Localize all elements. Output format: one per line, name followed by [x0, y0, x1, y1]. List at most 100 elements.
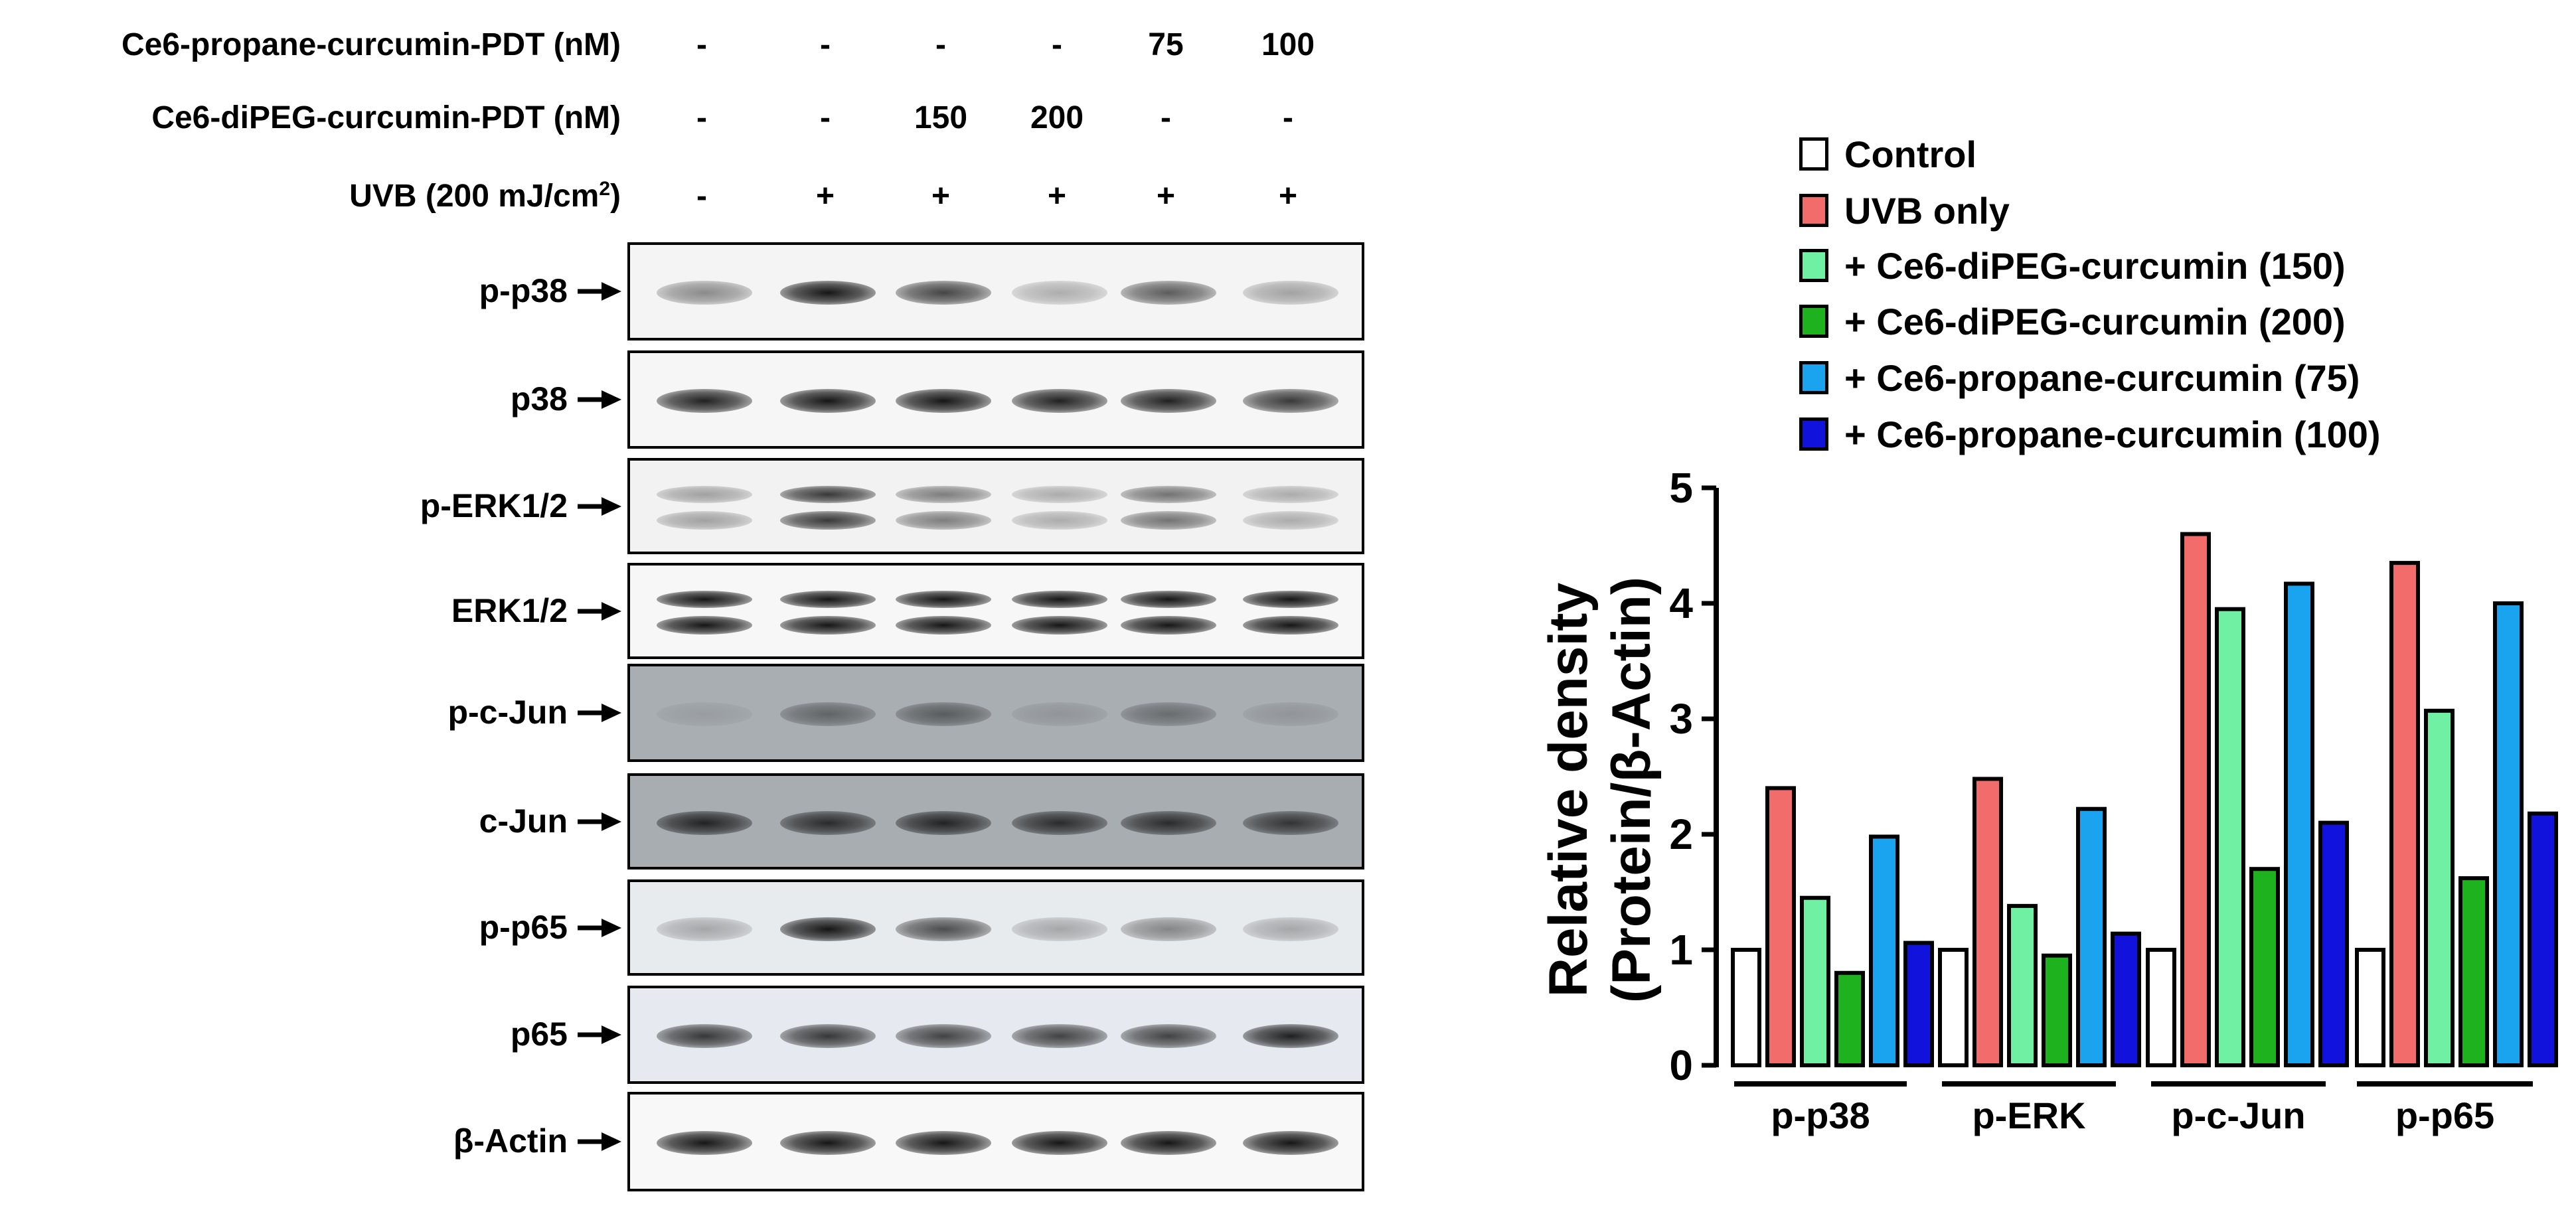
bar: [2355, 948, 2385, 1067]
blot-band: [896, 590, 991, 608]
condition-value: +: [815, 179, 835, 214]
condition-value: -: [1052, 27, 1062, 62]
blot-band: [1121, 389, 1216, 413]
x-category-label: p-p38: [1771, 1095, 1870, 1136]
blot-band: [780, 389, 876, 413]
condition-value: -: [696, 27, 707, 62]
legend-label: + Ce6-diPEG-curcumin (150): [1844, 244, 2346, 287]
blot-panel: [627, 242, 1364, 340]
blot-band: [657, 1131, 752, 1155]
blot-label: ERK1/2: [451, 591, 568, 629]
bar: [2007, 903, 2038, 1067]
legend-item: Control: [1799, 133, 1976, 175]
legend-swatch: [1799, 417, 1828, 451]
blot-band: [780, 810, 876, 835]
bar: [2076, 806, 2107, 1067]
x-category-label: p-p65: [2395, 1095, 2494, 1136]
blot-label: p-p65: [479, 908, 568, 946]
blot-band: [1012, 810, 1107, 835]
blot-band: [657, 485, 752, 503]
blot-band: [1243, 590, 1338, 608]
legend-swatch: [1799, 305, 1828, 338]
blot-label: c-Jun: [479, 802, 568, 840]
blot-band: [1243, 389, 1338, 413]
blot-band: [1121, 590, 1216, 608]
uvb-label-superscript: 2: [599, 178, 611, 200]
blot-band: [780, 1131, 876, 1155]
arrow-icon: [578, 918, 621, 937]
y-tick-label: 2: [1669, 810, 1693, 858]
legend-item: + Ce6-diPEG-curcumin (150): [1799, 244, 2346, 287]
blot-band: [896, 917, 991, 941]
bar: [2180, 532, 2211, 1067]
bar: [1800, 895, 1830, 1067]
condition-label-0: Ce6-propane-curcumin-PDT (nM): [121, 27, 621, 62]
blot-band: [1012, 1024, 1107, 1048]
bar: [2493, 601, 2524, 1067]
blot-band: [780, 1024, 876, 1048]
condition-value: +: [1278, 179, 1298, 214]
blot-label: p-c-Jun: [447, 694, 568, 731]
blot-band: [1121, 510, 1216, 530]
blot-band: [657, 389, 752, 413]
blot-panel: [627, 773, 1364, 869]
legend-swatch: [1799, 361, 1828, 394]
condition-value: +: [1156, 179, 1176, 214]
uvb-label-text: UVB (200 mJ/cm: [349, 179, 600, 214]
condition-value: -: [820, 27, 831, 62]
blot-label: p-p38: [479, 272, 568, 309]
bar: [1972, 777, 2003, 1067]
blot-band: [1121, 702, 1216, 726]
blot-band: [1243, 281, 1338, 305]
bar: [2111, 931, 2141, 1068]
blot-band: [896, 1131, 991, 1155]
condition-value: -: [1161, 100, 1171, 135]
legend-label: + Ce6-propane-curcumin (75): [1844, 356, 2360, 399]
bar: [2528, 811, 2558, 1068]
blot-band: [1121, 281, 1216, 305]
blot-band: [1012, 702, 1107, 726]
bar: [2042, 953, 2072, 1067]
blot-band: [657, 590, 752, 608]
arrow-icon: [578, 496, 621, 516]
blot-band: [1121, 1024, 1216, 1048]
blot-band: [1243, 1131, 1338, 1155]
bar: [2389, 561, 2420, 1067]
blot-band: [780, 485, 876, 503]
blot-band: [657, 810, 752, 835]
blot-label: β-Actin: [453, 1122, 568, 1160]
legend-item: + Ce6-propane-curcumin (75): [1799, 356, 2360, 399]
condition-value: 150: [914, 100, 968, 135]
blot-band: [780, 615, 876, 635]
legend-swatch: [1799, 249, 1828, 282]
arrow-icon: [578, 704, 621, 722]
blot-band: [1243, 615, 1338, 635]
blot-label: p65: [510, 1016, 568, 1053]
blot-band: [780, 702, 876, 726]
condition-value: -: [935, 27, 946, 62]
blot-band: [1012, 389, 1107, 413]
legend-item: + Ce6-diPEG-curcumin (200): [1799, 300, 2346, 342]
blot-band: [1012, 615, 1107, 635]
blot-band: [657, 1024, 752, 1048]
condition-value: 75: [1148, 27, 1184, 62]
blot-band: [1121, 615, 1216, 635]
y-tick-label: 4: [1669, 579, 1693, 627]
arrow-icon: [578, 812, 621, 831]
condition-label-2: UVB (200 mJ/cm2): [349, 178, 621, 214]
blot-panel: [627, 1092, 1364, 1191]
blot-label: p-ERK1/2: [420, 487, 568, 524]
blot-band: [1243, 1024, 1338, 1048]
bar: [1834, 970, 1865, 1068]
y-tick-label: 0: [1669, 1041, 1693, 1089]
bar: [2458, 876, 2489, 1067]
bar: [2146, 948, 2176, 1067]
blot-panel: [627, 986, 1364, 1084]
y-tick-label: 1: [1669, 926, 1693, 974]
blot-band: [1243, 810, 1338, 835]
legend-label: UVB only: [1844, 189, 2010, 232]
blot-band: [1243, 917, 1338, 941]
bar: [2284, 581, 2314, 1067]
blot-band: [896, 485, 991, 503]
blot-band: [1121, 1131, 1216, 1155]
